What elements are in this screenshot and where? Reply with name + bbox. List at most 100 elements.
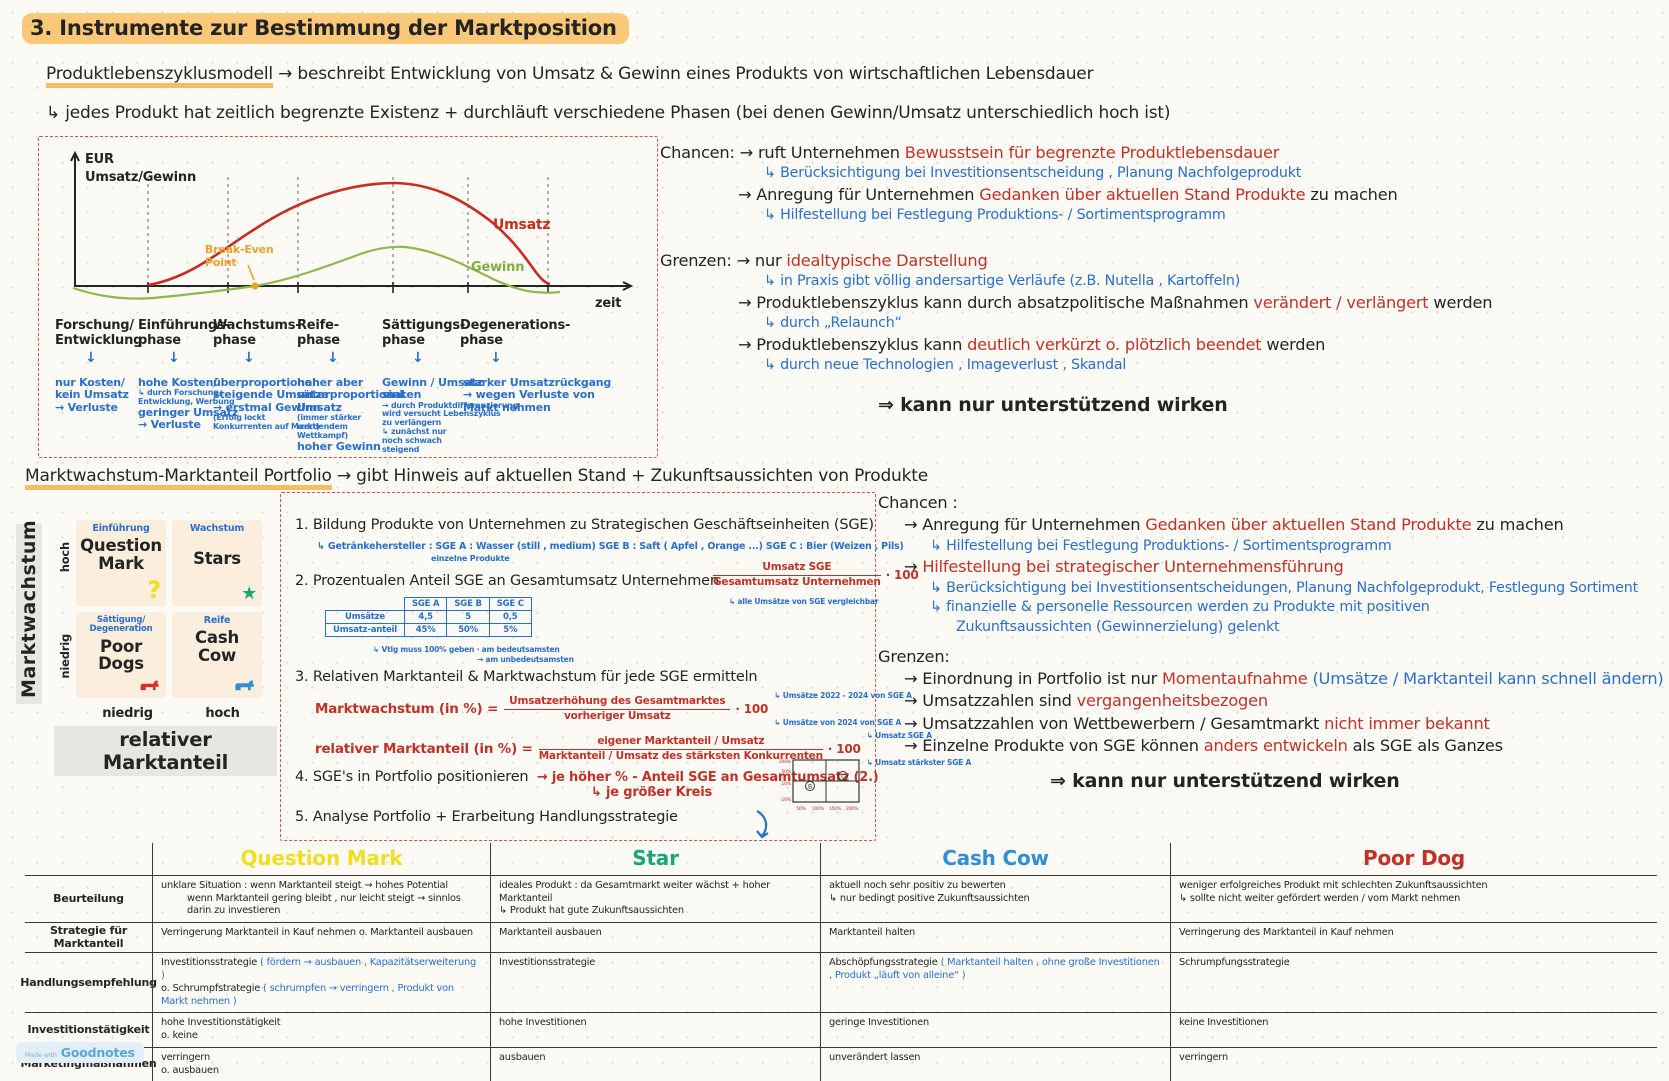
svg-text:100%: 100%: [812, 806, 825, 812]
portfolio-term: Marktwachstum-Marktanteil Portfolio: [25, 466, 332, 490]
break-even-label-1: Break-Even: [205, 243, 274, 256]
y-axis-arrow: [70, 150, 80, 162]
matrix-y-low: niedrig: [58, 634, 72, 679]
matrix-cell-poor-dogs: Sättigung/Degeneration Poor Dogs: [76, 612, 166, 698]
cell-handlung-cc: Abschöpfungsstrategie ( Marktanteil halt…: [820, 952, 1170, 1013]
step-3: 3. Relativen Marktanteil & Marktwachstum…: [295, 669, 758, 685]
y-axis-label-2: Umsatz/Gewinn: [85, 170, 196, 185]
gewinn-curve-label: Gewinn: [471, 260, 524, 275]
col-header-cash-cow: Cash Cow: [820, 843, 1170, 875]
strategy-table: Question Mark Star Cash Cow Poor Dog Beu…: [20, 843, 1657, 1081]
phase-note-reife: hoher aber unterproportional Umsatz (immer …: [297, 376, 405, 453]
curved-arrow-icon: [756, 810, 769, 839]
down-arrow-icon: ↓: [168, 350, 180, 367]
portfolio-steps-box: 1. Bildung Produkte von Unternehmen zu S…: [280, 492, 971, 841]
col-header-question-mark: Question Mark: [152, 843, 490, 875]
down-arrow-icon: ↓: [243, 350, 255, 367]
cell-marketing-qm: verringern o. ausbauen: [152, 1046, 490, 1081]
cell-beurteilung-qm: unklare Situation : wenn Marktanteil ste…: [152, 875, 490, 923]
phase-label-forschung: Forschung/Entwicklung ↓: [55, 318, 149, 367]
cell-beurteilung-star: ideales Produkt : da Gesamtmarkt weiter …: [490, 875, 820, 923]
x-axis-arrow: [622, 281, 634, 291]
break-even-arrow: [247, 264, 255, 281]
phase-label-degeneration: Degenerations-phase ↓: [460, 318, 571, 367]
y-axis-label-1: EUR: [85, 152, 114, 167]
goodnotes-logo: Goodnotes: [60, 1045, 135, 1060]
axes: [74, 153, 631, 287]
goodnotes-badge: Made with Goodnotes: [16, 1042, 144, 1063]
cell-beurteilung-cc: aktuell noch sehr positiv zu bewerten ↳ n…: [820, 875, 1170, 923]
svg-text:10%: 10%: [781, 781, 791, 787]
cell-strategie-cc: Marktanteil halten: [820, 922, 1170, 953]
portfolio-chancen: Chancen : → Anregung für Unternehmen Geda…: [878, 493, 1638, 636]
svg-text:50%: 50%: [781, 769, 791, 775]
dog-icon: [139, 677, 161, 696]
svg-text:100%: 100%: [779, 759, 792, 765]
step-1-note: einzelne Produkte: [431, 554, 510, 563]
marktanteil-formula: relativer Marktanteil (in %) = eigener M…: [315, 731, 972, 767]
cell-invest-qm: hohe Investitionstätigkeit o. keine: [152, 1012, 490, 1047]
matrix-cell-cash-cow: Reife Cash Cow: [172, 612, 262, 698]
cell-strategie-qm: Verringerung Marktanteil in Kauf nehmen …: [152, 922, 490, 953]
portfolio-mini-chart: B C 100% 50% 10% -10% 50% 100% 150% 200%: [779, 759, 860, 812]
down-arrow-icon: ↓: [85, 350, 97, 367]
cow-icon: [233, 677, 257, 696]
plz-subline: ↳ jedes Produkt hat zeitlich begrenzte E…: [46, 103, 1171, 123]
step-5: 5. Analyse Portfolio + Erarbeitung Handl…: [295, 809, 678, 825]
plz-chancen: Chancen: → ruft Unternehmen Bewusstsein …: [660, 143, 1398, 224]
cell-marketing-cc: unverändert lassen: [820, 1046, 1170, 1081]
step-1: 1. Bildung Produkte von Unternehmen zu S…: [295, 517, 874, 533]
break-even-point: [251, 282, 259, 290]
star-icon: ★: [241, 583, 257, 604]
umsatz-curve: [147, 181, 551, 287]
step-2-formula-note: ↳ alle Umsätze von SGE vergleichbar: [729, 597, 879, 606]
page-title: 3. Instrumente zur Bestimmung der Marktp…: [22, 13, 629, 44]
down-arrow-icon: ↓: [327, 350, 339, 367]
phase-note-degeneration: starker Umsatzrückgang → wegen Verluste v…: [463, 376, 612, 414]
portfolio-heading: Marktwachstum-Marktanteil Portfolio → gi…: [25, 466, 928, 490]
col-header-star: Star: [490, 843, 820, 875]
phase-note-wachstum: überproportional steigende Umsätze → erstm…: [213, 376, 329, 431]
matrix-x-ticks: niedrig hoch: [76, 706, 266, 721]
bcg-matrix: Marktwachstum hoch niedrig Einführung Qu…: [14, 516, 277, 776]
matrix-grid: Einführung Question Mark ? Wachstum Stars…: [76, 520, 262, 698]
question-mark-icon: ?: [147, 576, 161, 604]
matrix-y-high: hoch: [58, 542, 72, 573]
plz-right-block: Chancen: → ruft Unternehmen Bewusstsein …: [660, 142, 1662, 416]
cell-handlung-qm: Investitionsstrategie ( fördern → ausbau…: [152, 952, 490, 1013]
down-arrow-icon: ↓: [412, 350, 424, 367]
portfolio-right-block: Chancen : → Anregung für Unternehmen Geda…: [878, 492, 1664, 792]
cell-marketing-star: ausbauen: [490, 1046, 820, 1081]
matrix-y-axis-label: Marktwachstum: [16, 520, 42, 704]
cell-strategie-pd: Verringerung des Marktanteil in Kauf neh…: [1170, 922, 1657, 953]
matrix-cell-stars: Wachstum Stars ★: [172, 520, 262, 606]
lifecycle-chart-box: EUR Umsatz/Gewinn zeit Umsatz Gewinn Bre…: [38, 136, 658, 458]
phase-note-forschung: nur Kosten/kein Umsatz → Verluste: [55, 376, 129, 414]
matrix-x-high: hoch: [205, 706, 240, 721]
x-axis-label: zeit: [595, 296, 621, 311]
svg-text:50%: 50%: [796, 806, 806, 812]
gewinn-curve: [72, 245, 561, 300]
step-2: 2. Prozentualen Anteil SGE an Gesamtumsa…: [295, 573, 719, 589]
marktwachstum-formula: Marktwachstum (in %) = Umsatzerhöhung de…: [315, 691, 912, 727]
row-label-investitionstaetigkeit: Investitionstätigkeit: [25, 1012, 152, 1046]
phase-label-saettigung: Sättigungs-phase ↓: [382, 318, 476, 367]
down-arrow-icon: ↓: [490, 350, 502, 367]
phase-label-einfuehrung: Einführungs-phase ↓: [138, 318, 232, 367]
row-label-handlungsempfehlung: Handlungsempfehlung: [20, 952, 157, 1012]
sge-table-note-2: → am unbedeutsamsten: [477, 655, 574, 664]
page-title-highlight: 3. Instrumente zur Bestimmung der Marktp…: [22, 13, 629, 44]
sge-umsatz-table: SGE A SGE B SGE C Umsätze 4,5 5 0,5 Umsatz-an…: [325, 597, 532, 637]
umsatz-curve-label: Umsatz: [493, 217, 550, 233]
phase-label-reife: Reife-phase ↓: [297, 318, 391, 367]
step-2-formula: Umsatz SGE Gesamtumsatz Unternehmen · 100: [713, 561, 919, 588]
sge-table-note-1: ↳ Vtlg muss 100% geben · am bedeutsamste…: [373, 645, 560, 654]
row-label-beurteilung: Beurteilung: [25, 875, 152, 922]
portfolio-grenzen: Grenzen: → Einordnung in Portfolio ist nu…: [878, 646, 1664, 756]
portfolio-term-rest: → gibt Hinweis auf aktuellen Stand + Zuk…: [336, 466, 928, 486]
svg-text:C: C: [841, 774, 845, 781]
phase-label-wachstum: Wachstums-phase ↓: [213, 318, 307, 367]
svg-text:B: B: [808, 784, 812, 791]
phase-note-einfuehrung: hohe Kosten/↳ durch Forschung, Entwicklun…: [138, 376, 238, 432]
